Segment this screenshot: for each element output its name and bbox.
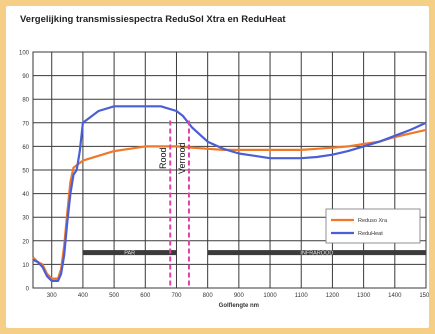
marker-label: Rood (158, 147, 168, 169)
band-label: INFRAROOD (300, 251, 333, 257)
y-tick-label: 90 (22, 74, 29, 80)
marker-label: Verrood (177, 142, 187, 174)
line-chart: 0 10 20 30 40 50 60 70 80 90 100 300 400 500 600 700 800… (19, 51, 429, 310)
x-tick-label: 1400 (388, 293, 402, 299)
band-label: PAR (124, 251, 135, 257)
legend-label: ReduHeat (358, 231, 383, 237)
band-bar (207, 250, 426, 256)
x-tick-label: 300 (47, 293, 58, 299)
x-tick-label: 1200 (326, 293, 340, 299)
series-line (32, 105, 427, 282)
x-tick-label: 700 (171, 293, 182, 299)
chart-title: Vergelijking transmissiespectra ReduSol … (20, 14, 286, 25)
x-tick-label: 400 (78, 293, 89, 299)
y-tick-label: 40 (22, 192, 29, 198)
x-tick-label: 1300 (357, 293, 371, 299)
band-bar (82, 250, 177, 256)
series-line (32, 128, 427, 280)
x-tick-label: 500 (109, 293, 120, 299)
y-tick-label: 70 (22, 121, 29, 127)
x-tick-label: 1500 (419, 293, 429, 299)
y-tick-label: 30 (22, 216, 29, 222)
y-tick-label: 80 (22, 98, 29, 104)
y-tick-label: 100 (19, 51, 30, 57)
x-tick-label: 600 (140, 293, 151, 299)
x-tick-label: 900 (234, 293, 245, 299)
x-tick-label: 800 (203, 293, 214, 299)
y-tick-label: 60 (22, 145, 29, 151)
y-tick-label: 0 (26, 287, 30, 293)
y-tick-label: 20 (22, 239, 29, 245)
y-tick-label: 10 (22, 263, 29, 269)
x-tick-label: 1100 (295, 293, 309, 299)
legend-box (325, 208, 421, 244)
x-axis-label: Golflengte nm (219, 303, 259, 309)
x-tick-label: 1000 (263, 293, 277, 299)
legend-label: Reduso Xra (358, 218, 388, 224)
y-tick-label: 50 (22, 169, 29, 175)
chart-frame: Vergelijking transmissiespectra ReduSol … (6, 6, 429, 328)
